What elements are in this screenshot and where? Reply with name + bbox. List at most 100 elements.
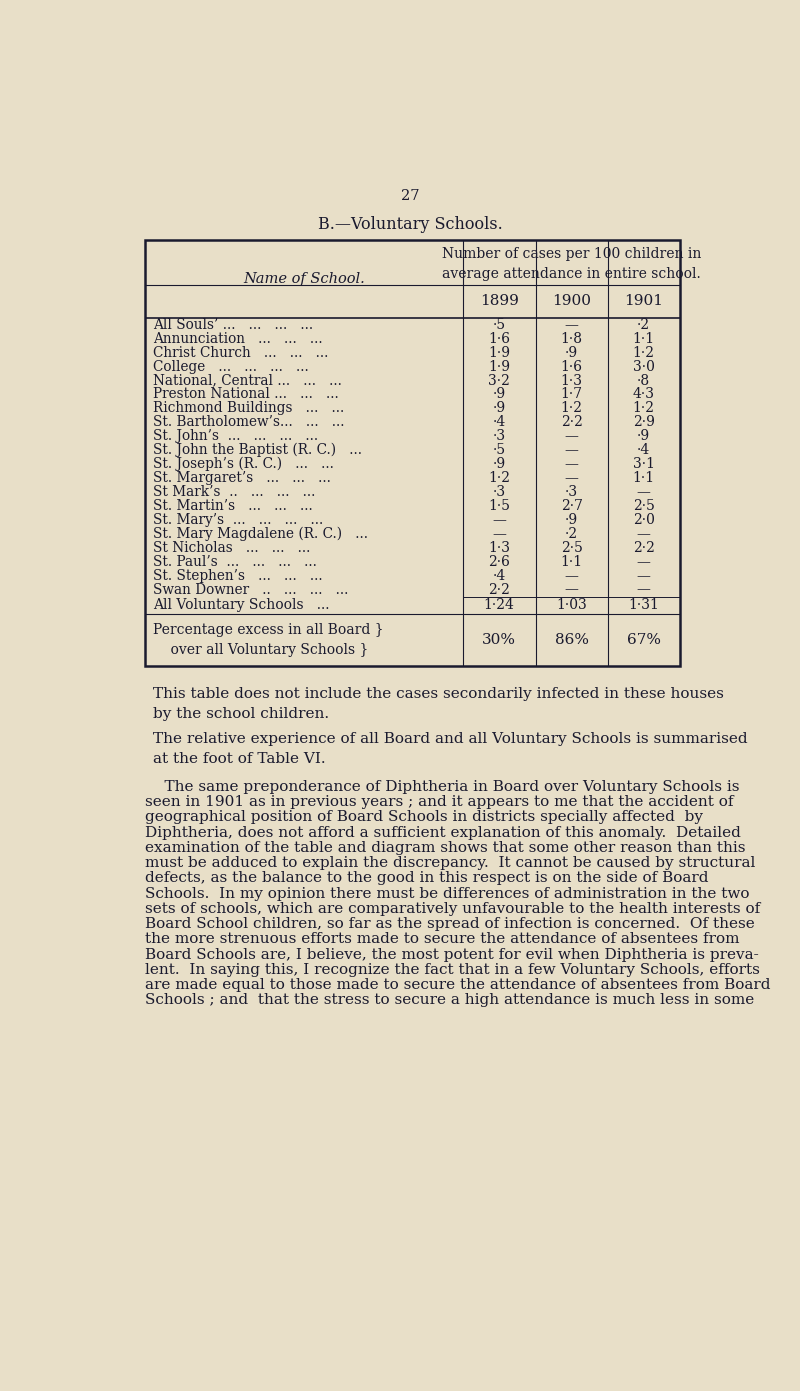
Text: lent.  In saying this, I recognize the fact that in a few Voluntary Schools, eff: lent. In saying this, I recognize the fa… <box>145 963 760 976</box>
Text: ·9: ·9 <box>565 513 578 527</box>
Text: are made equal to those made to secure the attendance of absentees from Board: are made equal to those made to secure t… <box>145 978 770 992</box>
Text: ·5: ·5 <box>493 317 506 332</box>
Text: —: — <box>565 458 578 472</box>
Text: 3·2: 3·2 <box>488 374 510 388</box>
Text: Schools.  In my opinion there must be differences of administration in the two: Schools. In my opinion there must be dif… <box>145 886 750 900</box>
Text: The same preponderance of Diphtheria in Board over Voluntary Schools is: The same preponderance of Diphtheria in … <box>145 780 739 794</box>
Text: St. Margaret’s   ...   ...   ...: St. Margaret’s ... ... ... <box>153 472 330 485</box>
Text: 1·1: 1·1 <box>561 555 582 569</box>
Text: ·9: ·9 <box>637 430 650 444</box>
Text: 1900: 1900 <box>552 295 591 309</box>
Text: ·2: ·2 <box>565 527 578 541</box>
Text: 1·31: 1·31 <box>628 598 659 612</box>
Text: geographical position of Board Schools in districts specially affected  by: geographical position of Board Schools i… <box>145 811 703 825</box>
Text: —: — <box>637 485 650 499</box>
Text: 2·2: 2·2 <box>561 416 582 430</box>
Text: 2·6: 2·6 <box>488 555 510 569</box>
Text: St. Mary’s  ...   ...   ...   ...: St. Mary’s ... ... ... ... <box>153 513 323 527</box>
Text: ·2: ·2 <box>637 317 650 332</box>
Text: Preston National ...   ...   ...: Preston National ... ... ... <box>153 388 338 402</box>
Text: Annunciation   ...   ...   ...: Annunciation ... ... ... <box>153 331 322 346</box>
Text: 1·2: 1·2 <box>633 402 654 416</box>
Text: 67%: 67% <box>626 633 661 647</box>
Text: All Souls’ ...   ...   ...   ...: All Souls’ ... ... ... ... <box>153 317 313 332</box>
Text: —: — <box>565 583 578 597</box>
Text: ·9: ·9 <box>493 402 506 416</box>
Text: St. Paul’s  ...   ...   ...   ...: St. Paul’s ... ... ... ... <box>153 555 317 569</box>
Text: —: — <box>637 555 650 569</box>
Text: 1·5: 1·5 <box>488 499 510 513</box>
Text: —: — <box>565 472 578 485</box>
Bar <box>145 241 680 666</box>
Text: St. Stephen’s   ...   ...   ...: St. Stephen’s ... ... ... <box>153 569 322 583</box>
Text: —: — <box>637 583 650 597</box>
Text: 2·2: 2·2 <box>488 583 510 597</box>
Text: —: — <box>492 513 506 527</box>
Text: 2·5: 2·5 <box>561 541 582 555</box>
Text: ·9: ·9 <box>565 346 578 360</box>
Text: 4·3: 4·3 <box>633 388 654 402</box>
Text: —: — <box>492 527 506 541</box>
Text: Diphtheria, does not afford a sufficient explanation of this anomaly.  Detailed: Diphtheria, does not afford a sufficient… <box>145 826 741 840</box>
Text: seen in 1901 as in previous years ; and it appears to me that the accident of: seen in 1901 as in previous years ; and … <box>145 796 734 810</box>
Text: examination of the table and diagram shows that some other reason than this: examination of the table and diagram sho… <box>145 840 746 855</box>
Text: 2·7: 2·7 <box>561 499 582 513</box>
Text: B.—Voluntary Schools.: B.—Voluntary Schools. <box>318 216 502 234</box>
Text: ·4: ·4 <box>493 569 506 583</box>
Text: the more strenuous efforts made to secure the attendance of absentees from: the more strenuous efforts made to secur… <box>145 932 739 946</box>
Text: 2·9: 2·9 <box>633 416 654 430</box>
Text: —: — <box>565 317 578 332</box>
Text: Christ Church   ...   ...   ...: Christ Church ... ... ... <box>153 346 328 360</box>
Text: Number of cases per 100 children in
average attendance in entire school.: Number of cases per 100 children in aver… <box>442 248 701 281</box>
Text: 1·24: 1·24 <box>484 598 514 612</box>
Text: 27: 27 <box>401 189 419 203</box>
Text: 1·3: 1·3 <box>488 541 510 555</box>
Text: ·9: ·9 <box>493 458 506 472</box>
Text: All Voluntary Schools   ...: All Voluntary Schools ... <box>153 598 330 612</box>
Text: sets of schools, which are comparatively unfavourable to the health interests of: sets of schools, which are comparatively… <box>145 901 760 915</box>
Text: ·5: ·5 <box>493 444 506 458</box>
Text: 1·9: 1·9 <box>488 360 510 374</box>
Text: St. John’s  ...   ...   ...   ...: St. John’s ... ... ... ... <box>153 430 318 444</box>
Text: 1·7: 1·7 <box>561 388 582 402</box>
Text: St. John the Baptist (R. C.)   ...: St. John the Baptist (R. C.) ... <box>153 444 362 458</box>
Text: —: — <box>565 444 578 458</box>
Text: ·9: ·9 <box>493 388 506 402</box>
Text: 1899: 1899 <box>480 295 518 309</box>
Text: 3·0: 3·0 <box>633 360 654 374</box>
Text: ·4: ·4 <box>493 416 506 430</box>
Text: 1·03: 1·03 <box>556 598 587 612</box>
Text: 1·2: 1·2 <box>633 346 654 360</box>
Text: must be adduced to explain the discrepancy.  It cannot be caused by structural: must be adduced to explain the discrepan… <box>145 855 755 869</box>
Text: College   ...   ...   ...   ...: College ... ... ... ... <box>153 360 309 374</box>
Text: Board Schools are, I believe, the most potent for evil when Diphtheria is preva-: Board Schools are, I believe, the most p… <box>145 947 758 961</box>
Text: Swan Downer   ..   ...   ...   ...: Swan Downer .. ... ... ... <box>153 583 348 597</box>
Text: ·8: ·8 <box>637 374 650 388</box>
Text: Name of School.: Name of School. <box>243 273 365 287</box>
Text: —: — <box>637 527 650 541</box>
Text: St. Bartholomew’s...   ...   ...: St. Bartholomew’s... ... ... <box>153 416 344 430</box>
Text: 1·3: 1·3 <box>561 374 582 388</box>
Text: 1·2: 1·2 <box>488 472 510 485</box>
Text: Board School children, so far as the spread of infection is concerned.  Of these: Board School children, so far as the spr… <box>145 917 754 931</box>
Text: The relative experience of all Board and all Voluntary Schools is summarised
at : The relative experience of all Board and… <box>153 732 747 766</box>
Text: St. Martin’s   ...   ...   ...: St. Martin’s ... ... ... <box>153 499 313 513</box>
Text: ·3: ·3 <box>493 430 506 444</box>
Text: Percentage excess in all Board }
    over all Voluntary Schools }: Percentage excess in all Board } over al… <box>153 623 383 657</box>
Text: St. Mary Magdalene (R. C.)   ...: St. Mary Magdalene (R. C.) ... <box>153 527 368 541</box>
Text: 1·2: 1·2 <box>561 402 582 416</box>
Text: 1901: 1901 <box>624 295 663 309</box>
Text: defects, as the balance to the good in this respect is on the side of Board: defects, as the balance to the good in t… <box>145 871 709 885</box>
Text: 86%: 86% <box>554 633 589 647</box>
Text: ·3: ·3 <box>493 485 506 499</box>
Text: 1·6: 1·6 <box>561 360 582 374</box>
Text: 2·0: 2·0 <box>633 513 654 527</box>
Text: 2·2: 2·2 <box>633 541 654 555</box>
Text: St Nicholas   ...   ...   ...: St Nicholas ... ... ... <box>153 541 310 555</box>
Text: This table does not include the cases secondarily infected in these houses
by th: This table does not include the cases se… <box>153 687 723 722</box>
Text: St Mark’s  ..   ...   ...   ...: St Mark’s .. ... ... ... <box>153 485 315 499</box>
Text: 2·5: 2·5 <box>633 499 654 513</box>
Text: 3·1: 3·1 <box>633 458 654 472</box>
Text: 1·8: 1·8 <box>561 331 582 346</box>
Text: —: — <box>565 430 578 444</box>
